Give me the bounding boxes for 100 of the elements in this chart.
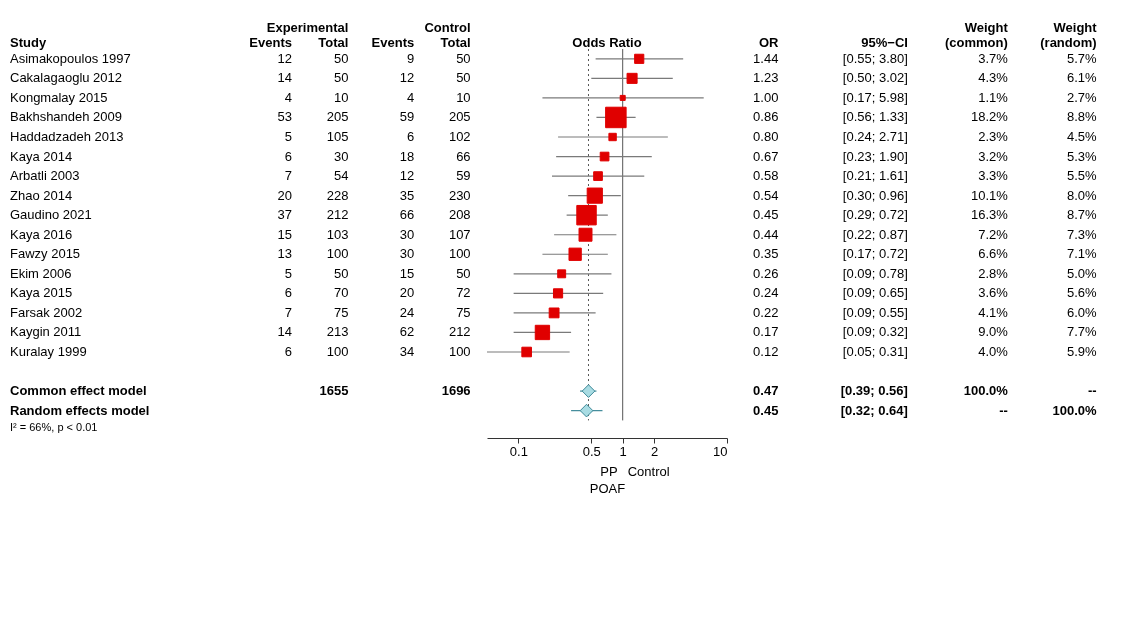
text: Events <box>249 35 292 51</box>
data-label: 230 <box>448 187 471 203</box>
data-label: 6 <box>406 129 415 144</box>
text: 5.3% <box>1066 148 1098 164</box>
text: 3.7% <box>978 50 1009 66</box>
data-label: 50 <box>456 50 471 66</box>
text: 10.1% <box>970 187 1009 203</box>
data-label: 20 <box>399 285 415 301</box>
text: 100.0% <box>1052 402 1098 418</box>
data-label: 6 <box>284 344 292 359</box>
data-label: 5 <box>284 265 292 281</box>
text: 0.24 <box>753 285 779 301</box>
text: 100.0% <box>963 383 1009 399</box>
data-label: 50 <box>456 70 471 86</box>
data-label: 100 <box>326 246 349 262</box>
text: 6.1% <box>1066 70 1098 86</box>
data-label: 1696 <box>441 383 471 399</box>
text: 4.3% <box>978 70 1009 86</box>
data-label: 213 <box>326 324 349 340</box>
data-label: 62 <box>399 324 415 340</box>
x-tick-label: 1 <box>619 443 627 459</box>
data-label: 66 <box>399 207 415 223</box>
text: [0.22; 0.87] <box>842 226 908 242</box>
data-label: 37 <box>277 207 292 223</box>
data-label: 103 <box>326 226 349 242</box>
text: OR <box>758 35 780 51</box>
chart-title: Odds Ratio <box>572 35 642 51</box>
data-label: 50 <box>456 265 471 281</box>
text: [0.05; 0.31] <box>842 344 908 359</box>
text: Events <box>371 35 415 51</box>
data-label: 66 <box>456 148 471 164</box>
data-label: 212 <box>448 324 471 340</box>
data-label: 75 <box>333 304 349 320</box>
category-label: Kuralay 1999 <box>10 344 87 359</box>
text: 0.45 <box>753 402 779 418</box>
x-tick-label: 10 <box>713 443 728 459</box>
text: 4.0% <box>978 344 1009 359</box>
text: 0.26 <box>753 265 779 281</box>
data-label: 6 <box>284 148 292 164</box>
text: [0.29; 0.72] <box>842 207 908 223</box>
text: 0.86 <box>753 109 779 125</box>
text: [0.55; 3.80] <box>842 50 908 66</box>
data-label: 1655 <box>319 383 349 399</box>
text: 1.00 <box>753 89 779 105</box>
data-label: 50 <box>333 265 349 281</box>
category-label: Farsak 2002 <box>10 304 83 320</box>
text: Total <box>440 35 471 51</box>
text: 18.2% <box>970 109 1009 125</box>
text: 0.58 <box>753 168 779 184</box>
category-label: Haddadzadeh 2013 <box>10 129 124 144</box>
data-label: 100 <box>448 344 471 359</box>
text: 2.8% <box>978 265 1009 281</box>
data-label: 100 <box>326 344 349 359</box>
data-label: 4 <box>406 89 415 105</box>
x-tick-label: 2 <box>650 443 659 459</box>
text: [0.17; 5.98] <box>842 89 908 105</box>
data-label: 34 <box>399 344 415 359</box>
x-tick-label: 0.1 <box>509 443 528 459</box>
data-label: 18 <box>399 148 415 164</box>
data-label: 12 <box>277 50 292 66</box>
text: 95%−CI <box>861 35 908 51</box>
text: 5.5% <box>1066 168 1098 184</box>
text: [0.09; 0.78] <box>842 265 908 281</box>
category-label: Common effect model <box>10 383 147 399</box>
text: [0.39; 0.56] <box>840 383 908 399</box>
data-label: 7 <box>284 168 292 184</box>
data-label: 14 <box>277 70 292 86</box>
text: [0.21; 1.61] <box>842 168 908 184</box>
text: 2.3% <box>978 129 1009 144</box>
data-label: 105 <box>326 129 349 144</box>
text: Total <box>318 35 349 51</box>
category-label: Ekim 2006 <box>10 265 72 281</box>
data-label: 6 <box>284 285 292 301</box>
text: 0.35 <box>753 246 779 262</box>
text: 0.22 <box>753 304 779 320</box>
category-label: Kaya 2014 <box>10 148 73 164</box>
category-label: Bakhshandeh 2009 <box>10 109 123 125</box>
data-label: 53 <box>277 109 292 125</box>
text: 7.2% <box>978 226 1009 242</box>
text: Weight (common) <box>944 19 1009 51</box>
text: 6.0% <box>1066 304 1098 320</box>
text: PP <box>600 464 618 479</box>
text: -- <box>1087 383 1097 399</box>
data-label: 12 <box>399 70 415 86</box>
data-label: 75 <box>456 304 471 320</box>
text: 7.7% <box>1066 324 1098 340</box>
text: 0.54 <box>753 187 779 203</box>
text: 5.6% <box>1066 285 1098 301</box>
text: 8.0% <box>1066 187 1098 203</box>
text: Control <box>627 464 670 479</box>
text: 3.3% <box>978 168 1009 184</box>
text: 1.44 <box>753 50 779 66</box>
data-label: 107 <box>448 226 471 242</box>
data-label: 7 <box>284 304 292 320</box>
data-label: 12 <box>399 168 415 184</box>
text: Control <box>424 19 471 35</box>
x-tick-label: 0.5 <box>582 443 601 459</box>
text: 8.7% <box>1066 207 1098 223</box>
text: [0.50; 3.02] <box>842 70 908 86</box>
category-label: Kaya 2016 <box>10 226 73 242</box>
